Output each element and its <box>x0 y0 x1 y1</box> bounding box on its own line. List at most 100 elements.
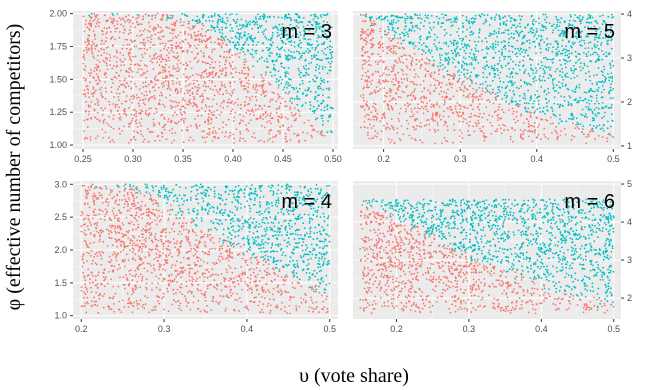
point-teal <box>508 50 510 52</box>
point-teal <box>558 59 561 61</box>
point-red <box>266 121 269 123</box>
point-red <box>188 101 191 104</box>
x-tick-label: 0.40 <box>224 154 242 164</box>
point-red <box>570 138 573 141</box>
point-red <box>144 112 147 114</box>
point-teal <box>482 67 484 69</box>
point-teal <box>453 20 455 23</box>
point-red <box>376 132 379 135</box>
point-red <box>467 134 470 137</box>
point-teal <box>429 26 432 29</box>
point-red <box>90 17 93 19</box>
point-red <box>360 30 363 33</box>
point-teal <box>301 93 304 95</box>
point-red <box>417 103 419 106</box>
point-red <box>432 118 434 120</box>
point-teal <box>229 13 231 16</box>
point-teal <box>561 49 564 52</box>
point-red <box>156 79 159 81</box>
point-teal <box>506 95 509 97</box>
point-red <box>387 103 390 106</box>
point-red <box>136 34 138 37</box>
point-teal <box>387 28 390 31</box>
point-red <box>210 111 213 114</box>
point-red <box>393 65 396 67</box>
point-red <box>473 130 476 133</box>
point-red <box>94 16 97 18</box>
point-red <box>547 137 550 140</box>
point-teal <box>419 17 421 19</box>
point-teal <box>309 107 312 110</box>
point-red <box>207 123 210 125</box>
point-teal <box>326 185 328 187</box>
point-teal <box>485 40 488 43</box>
point-teal <box>249 216 252 219</box>
point-red <box>390 89 392 91</box>
point-red <box>202 95 204 98</box>
point-red <box>534 110 537 112</box>
point-teal <box>318 26 321 28</box>
point-red <box>152 86 154 89</box>
point-teal <box>281 29 283 32</box>
point-red <box>201 41 203 43</box>
point-red <box>87 186 90 189</box>
point-red <box>230 94 233 97</box>
point-teal <box>314 91 317 94</box>
point-red <box>92 87 95 90</box>
point-red <box>137 132 139 134</box>
point-teal <box>285 30 287 32</box>
point-red <box>367 35 370 37</box>
point-red <box>128 125 131 128</box>
point-teal <box>221 26 224 29</box>
point-red <box>104 107 106 110</box>
point-teal <box>320 26 322 28</box>
point-teal <box>223 21 226 24</box>
point-teal <box>518 95 521 97</box>
point-teal <box>504 48 507 50</box>
point-teal <box>582 16 584 19</box>
point-red <box>187 91 190 94</box>
point-red <box>432 77 435 80</box>
point-red <box>114 76 116 78</box>
point-red <box>82 62 85 65</box>
point-teal <box>608 91 610 94</box>
point-red <box>259 139 262 142</box>
point-red <box>116 20 119 23</box>
point-teal <box>327 96 329 99</box>
point-red <box>526 118 528 121</box>
point-teal <box>546 109 549 112</box>
point-red <box>432 105 435 107</box>
point-red <box>395 92 397 95</box>
point-red <box>461 137 464 140</box>
point-teal <box>579 62 582 64</box>
point-teal <box>609 76 612 79</box>
point-red <box>207 118 210 121</box>
point-red <box>87 43 90 46</box>
point-teal <box>266 66 268 69</box>
point-teal <box>313 80 315 83</box>
point-teal <box>416 27 419 29</box>
point-red <box>165 19 168 21</box>
point-teal <box>297 26 300 29</box>
point-teal <box>300 46 302 49</box>
point-red <box>463 87 466 89</box>
point-teal <box>571 89 574 92</box>
point-teal <box>299 21 301 23</box>
point-red <box>390 39 392 42</box>
point-red <box>413 47 416 50</box>
point-teal <box>450 49 453 52</box>
point-red <box>189 60 192 63</box>
point-red <box>397 80 399 83</box>
point-red <box>135 119 138 121</box>
point-red <box>157 277 160 280</box>
point-teal <box>544 13 547 16</box>
point-red <box>214 130 217 132</box>
point-teal <box>253 239 256 241</box>
point-teal <box>466 44 469 46</box>
point-red <box>472 98 474 101</box>
point-teal <box>577 101 580 104</box>
point-teal <box>258 214 261 216</box>
point-teal <box>609 64 612 67</box>
point-teal <box>327 120 329 122</box>
point-red <box>218 61 221 64</box>
